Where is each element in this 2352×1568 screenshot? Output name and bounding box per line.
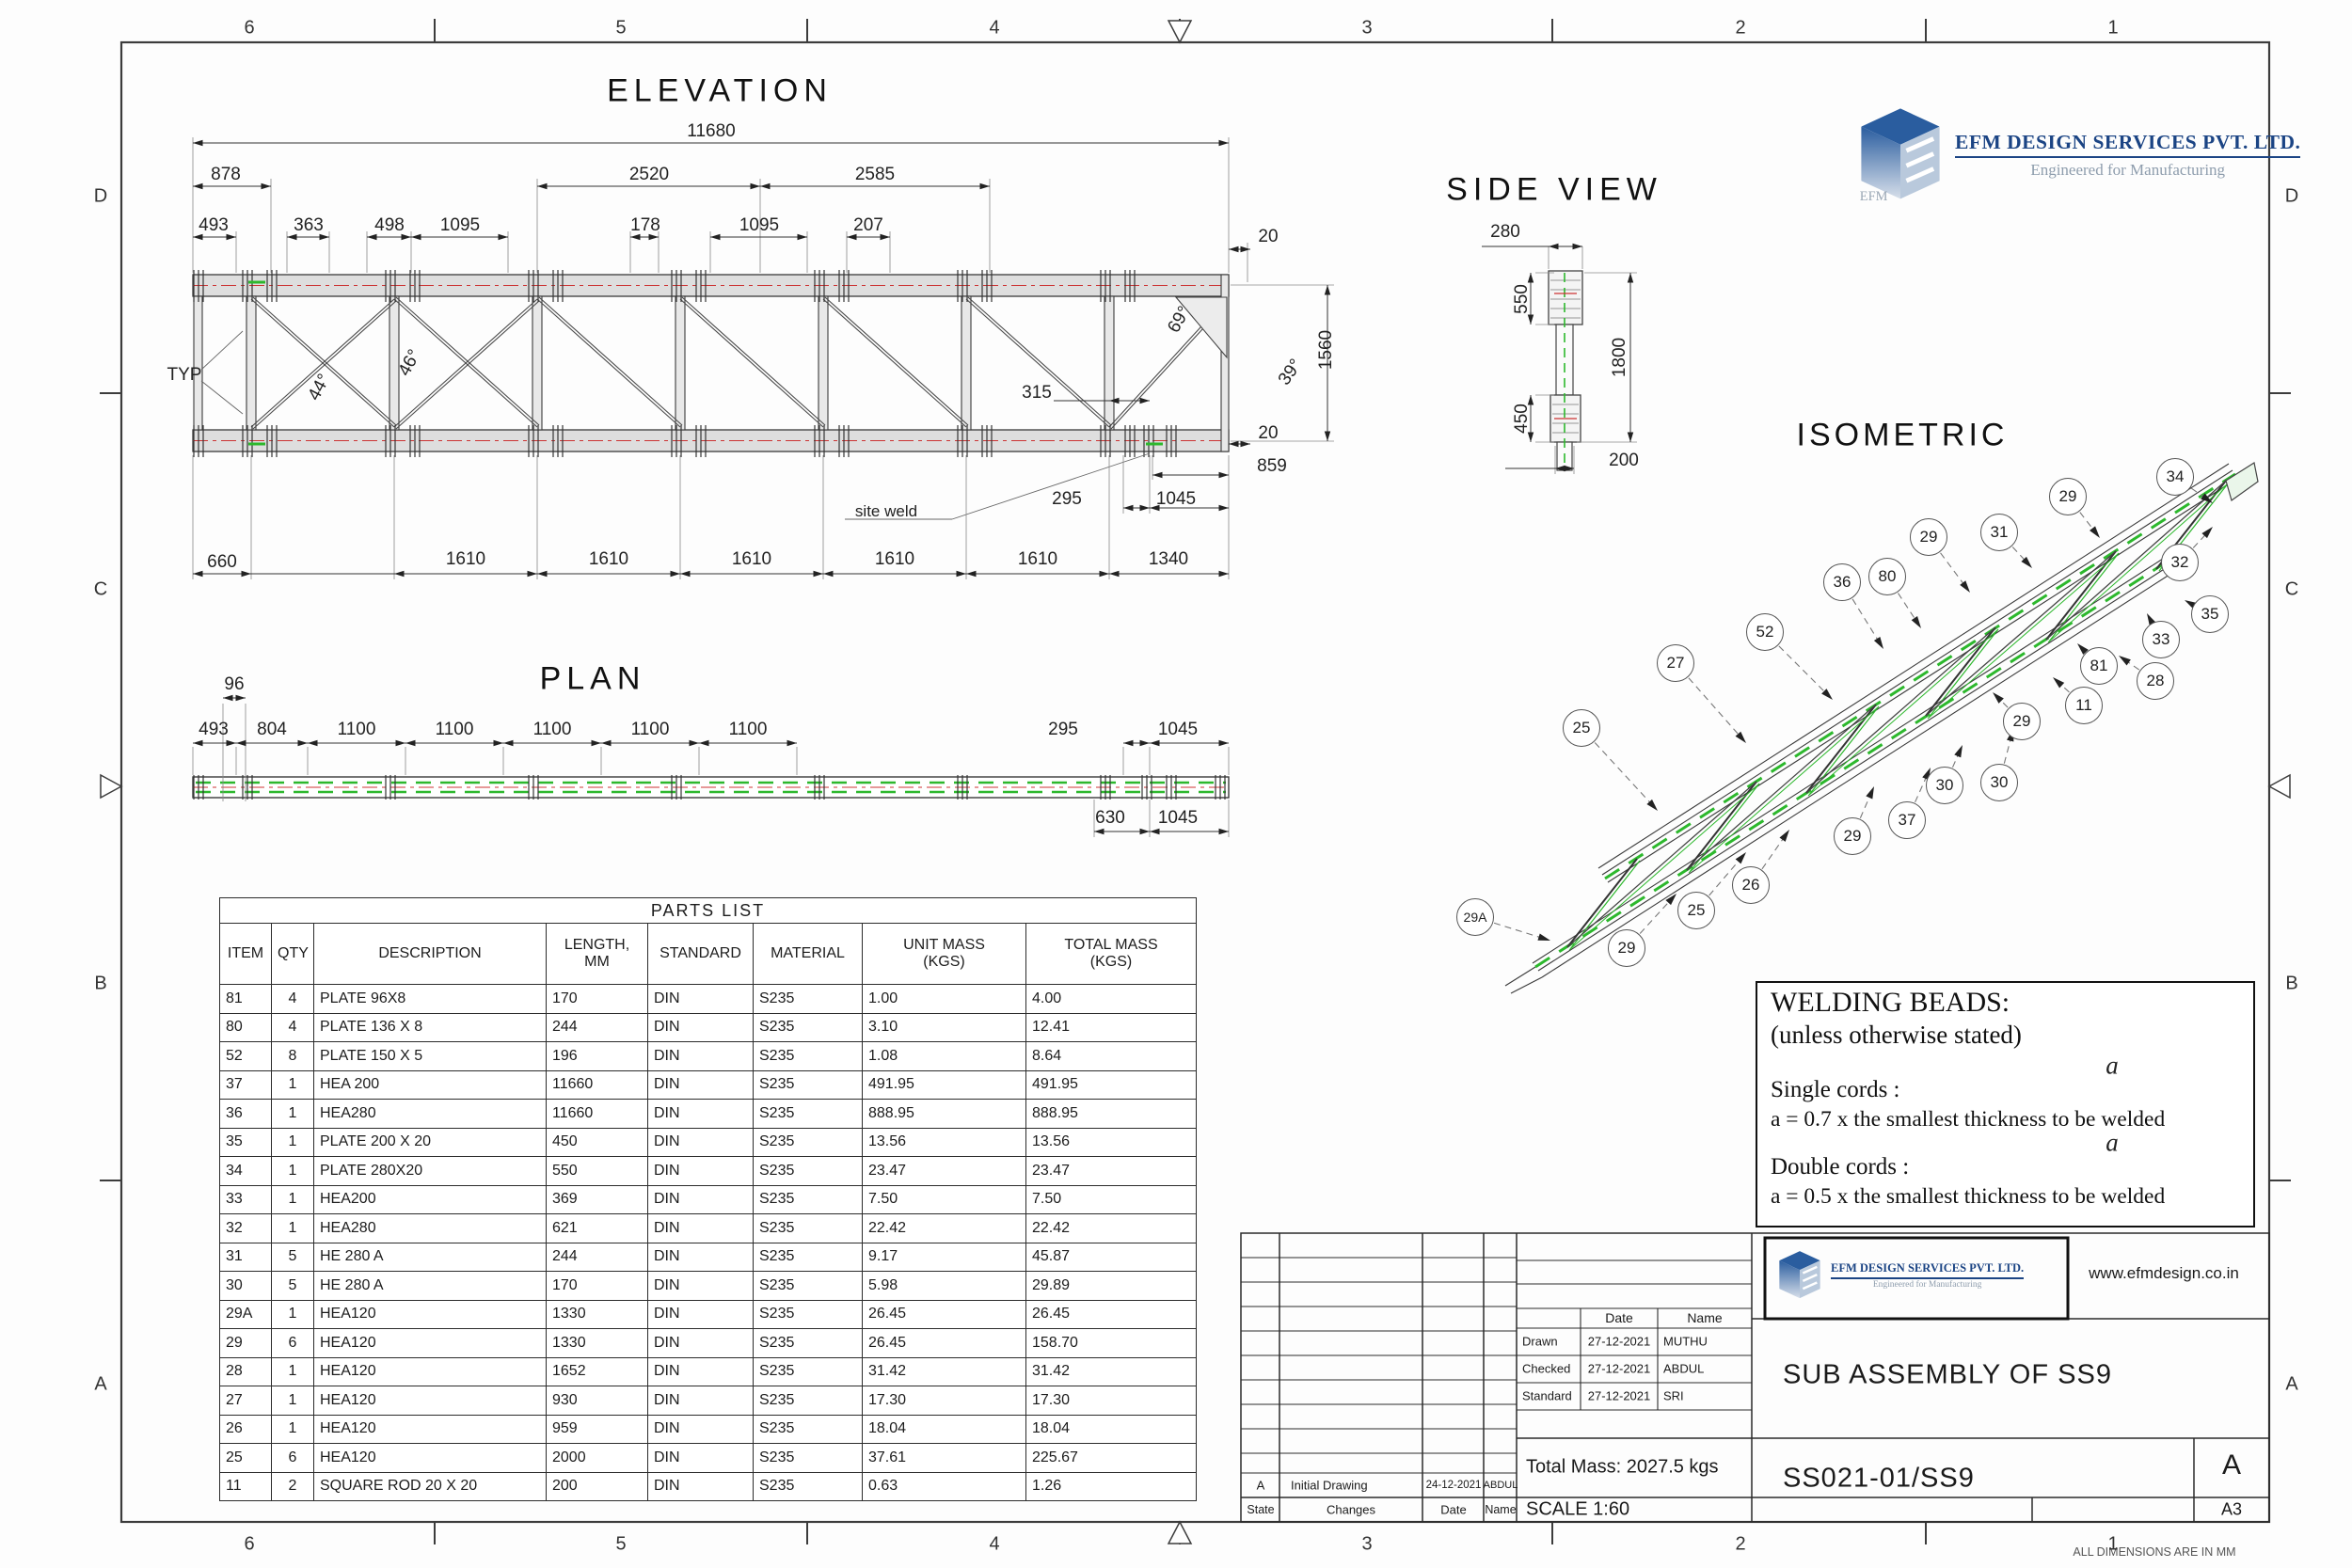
title-block-grid (1240, 1232, 2270, 1523)
checked-date: 27-12-2021 (1587, 1361, 1651, 1376)
standard-role: Standard (1522, 1388, 1572, 1403)
drawn-role: Drawn (1522, 1334, 1558, 1349)
rev-header-changes: Changes (1326, 1502, 1376, 1517)
col-standard: STANDARD (647, 923, 754, 985)
green-highlights (248, 280, 1163, 446)
table-row: 29A 1 HEA120 1330 DIN S235 26.45 26.45 (219, 1299, 1197, 1329)
table-row: 26 1 HEA120 959 DIN S235 18.04 18.04 (219, 1414, 1197, 1444)
table-row: 52 8 PLATE 150 X 5 196 DIN S235 1.08 8.64 (219, 1041, 1197, 1071)
isometric-title: ISOMETRIC (1796, 417, 2009, 453)
extension-lines (192, 137, 1637, 837)
welding-notes-box: WELDING BEADS: (unless otherwise stated)… (1756, 981, 2255, 1227)
col-description: DESCRIPTION (313, 923, 547, 985)
rev-date: 24-12-2021 (1425, 1480, 1482, 1491)
iso-end-gusset (2225, 462, 2259, 501)
col-total-mass: TOTAL MASS (KGS) (1025, 923, 1197, 985)
isometric-view (1493, 462, 2259, 994)
col-length: LENGTH, MM (546, 923, 648, 985)
rev-header-name: Name (1485, 1503, 1517, 1516)
drawn-name: MUTHU (1663, 1334, 1708, 1349)
standard-name: SRI (1663, 1388, 1684, 1403)
single-cords-label: Single cords : (1771, 1077, 1900, 1102)
center-mark-left (100, 773, 123, 800)
elevation-view (192, 269, 1230, 520)
company-name: EFM DESIGN SERVICES PVT. LTD. (1831, 1261, 2025, 1279)
welding-title: WELDING BEADS: (1771, 987, 2010, 1018)
col-item: ITEM (219, 923, 272, 985)
table-row: 32 1 HEA280 621 DIN S235 22.42 22.42 (219, 1213, 1197, 1243)
company-website: www.efmdesign.co.in (2089, 1264, 2239, 1282)
scale-label: SCALE 1:60 (1526, 1498, 1630, 1520)
revision-letter: A (2221, 1449, 2242, 1481)
standard-date: 27-12-2021 (1587, 1388, 1651, 1403)
end-gusset (1174, 296, 1228, 359)
table-row: 34 1 PLATE 280X20 550 DIN S235 23.47 23.47 (219, 1156, 1197, 1186)
center-mark-right (2267, 773, 2291, 800)
elevation-title: ELEVATION (607, 72, 833, 109)
company-logo: EFM EFM DESIGN SERVICES PVT. LTD. Engine… (1855, 105, 2301, 205)
col-qty: QTY (271, 923, 314, 985)
table-row: 27 1 HEA120 930 DIN S235 17.30 17.30 (219, 1386, 1197, 1416)
iso-diagonals (1566, 480, 2227, 948)
units-note: ALL DIMENSIONS ARE IN MM (2073, 1545, 2236, 1559)
table-row: 31 5 HE 280 A 244 DIN S235 9.17 45.87 (219, 1242, 1197, 1272)
table-row: 11 2 SQUARE ROD 20 X 20 200 DIN S235 0.63 1.26 (219, 1471, 1197, 1501)
col-material: MATERIAL (753, 923, 863, 985)
col-unit-mass: UNIT MASS (KGS) (862, 923, 1026, 985)
parts-list-header: ITEM QTY DESCRIPTION LENGTH, MM STANDARD… (219, 923, 1197, 985)
approvals-date-header: Date (1605, 1310, 1633, 1325)
title-block-logo: EFM DESIGN SERVICES PVT. LTD. Engineered… (1776, 1249, 2025, 1302)
iso-diagonals-green (1568, 483, 2229, 951)
table-row: 28 1 HEA120 1652 DIN S235 31.42 31.42 (219, 1356, 1197, 1386)
table-row: 29 6 HEA120 1330 DIN S235 26.45 158.70 (219, 1328, 1197, 1358)
parts-list-table: PARTS LIST ITEM QTY DESCRIPTION LENGTH, … (219, 897, 1197, 1501)
sheet-size: A3 (2220, 1499, 2243, 1519)
logo-cube-icon: EFM (1860, 108, 1940, 204)
table-row: 25 6 HEA120 2000 DIN S235 37.61 225.67 (219, 1443, 1197, 1473)
company-name: EFM DESIGN SERVICES PVT. LTD. (1955, 131, 2301, 158)
company-tagline: Engineered for Manufacturing (2030, 161, 2226, 179)
table-row: 33 1 HEA200 369 DIN S235 7.50 7.50 (219, 1184, 1197, 1214)
leaders-typ-siteweld (200, 330, 1151, 520)
dimension-lines (192, 137, 1637, 837)
svg-text:EFM: EFM (1860, 189, 1888, 204)
table-row: 37 1 HEA 200 11660 DIN S235 491.95 491.95 (219, 1069, 1197, 1100)
table-row: 80 4 PLATE 136 X 8 244 DIN S235 3.10 12.41 (219, 1012, 1197, 1042)
center-mark-top (1167, 20, 1193, 44)
side-view-title: SIDE VIEW (1446, 171, 1662, 208)
total-mass: Total Mass: 2027.5 kgs (1526, 1456, 1719, 1478)
checked-role: Checked (1522, 1361, 1571, 1376)
rev-header-state: State (1247, 1503, 1275, 1516)
parts-list-title: PARTS LIST (219, 897, 1197, 924)
table-row: 30 5 HE 280 A 170 DIN S235 5.98 29.89 (219, 1271, 1197, 1301)
double-cords-label: Double cords : (1771, 1154, 1910, 1180)
rev-state: A (1256, 1478, 1265, 1493)
side-view (1548, 270, 1583, 471)
table-row: 35 1 PLATE 200 X 20 450 DIN S235 13.56 13.56 (219, 1127, 1197, 1157)
checked-name: ABDUL (1663, 1361, 1705, 1376)
plan-view (192, 774, 1230, 800)
drawing-title: SUB ASSEMBLY OF SS9 (1783, 1359, 2112, 1390)
single-cords-note: a = 0.7 x the smallest thickness to be w… (1771, 1107, 2166, 1132)
drawing-number: SS021-01/SS9 (1783, 1463, 1975, 1494)
plan-title: PLAN (539, 660, 646, 697)
double-cords-note: a = 0.5 x the smallest thickness to be w… (1771, 1184, 2166, 1209)
rev-header-date: Date (1440, 1502, 1467, 1517)
iso-green-chords (1534, 472, 2236, 969)
company-tagline: Engineered for Manufacturing (1872, 1280, 1982, 1290)
table-row: 36 1 HEA280 11660 DIN S235 888.95 888.95 (219, 1099, 1197, 1129)
sheet-frame (100, 19, 2291, 1544)
table-row: 81 4 PLATE 96X8 170 DIN S235 1.00 4.00 (219, 984, 1197, 1014)
dim-segments (193, 139, 1634, 835)
rev-name: ABDUL (1483, 1480, 1518, 1491)
rev-change: Initial Drawing (1291, 1478, 1368, 1493)
drawn-date: 27-12-2021 (1587, 1334, 1651, 1349)
approvals-name-header: Name (1687, 1310, 1723, 1325)
logo-cube-icon (1779, 1251, 1820, 1299)
center-mark-bottom (1167, 1520, 1193, 1544)
welding-subtitle: (unless otherwise stated) (1771, 1021, 2022, 1049)
